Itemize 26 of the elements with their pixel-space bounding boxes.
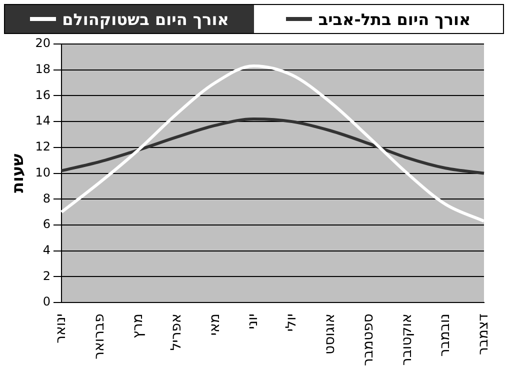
y-tick-label: 8: [42, 191, 50, 206]
x-tick-label: אוקטובר: [398, 314, 415, 366]
x-tick-label: דצמבר: [476, 313, 492, 356]
y-tick-label: 4: [42, 242, 50, 257]
x-tick-label: ינואר: [53, 314, 70, 344]
x-tick-label: יולי: [284, 314, 300, 332]
y-tick-label: 12: [35, 140, 50, 154]
y-tick-label: 16: [35, 88, 50, 102]
y-axis-title: שעות: [8, 154, 27, 193]
legend-label: אורך היום בשטוקהולם: [62, 10, 229, 28]
x-tick-label: פברואר: [92, 314, 108, 360]
x-tick-label: ספטמבר: [360, 314, 376, 366]
y-tick-label: 6: [42, 217, 50, 232]
y-tick-label: 18: [35, 62, 50, 76]
x-tick-label: אוגוסט: [322, 314, 338, 355]
y-tick-label: 20: [35, 36, 50, 50]
y-tick-label: 2: [42, 268, 50, 283]
x-tick-label: נובמבר: [437, 314, 454, 357]
y-tick-label: 0: [42, 294, 50, 309]
x-tick-label: יוני: [245, 314, 262, 330]
y-tick-label: 10: [35, 165, 50, 180]
y-tick-label: 14: [35, 114, 50, 128]
x-tick-label: מרץ: [130, 314, 146, 339]
legend-label: אורך היום בתל-אביב: [318, 10, 471, 28]
x-tick-label: מאי: [206, 314, 223, 336]
x-tick-label: אפריל: [168, 314, 184, 351]
